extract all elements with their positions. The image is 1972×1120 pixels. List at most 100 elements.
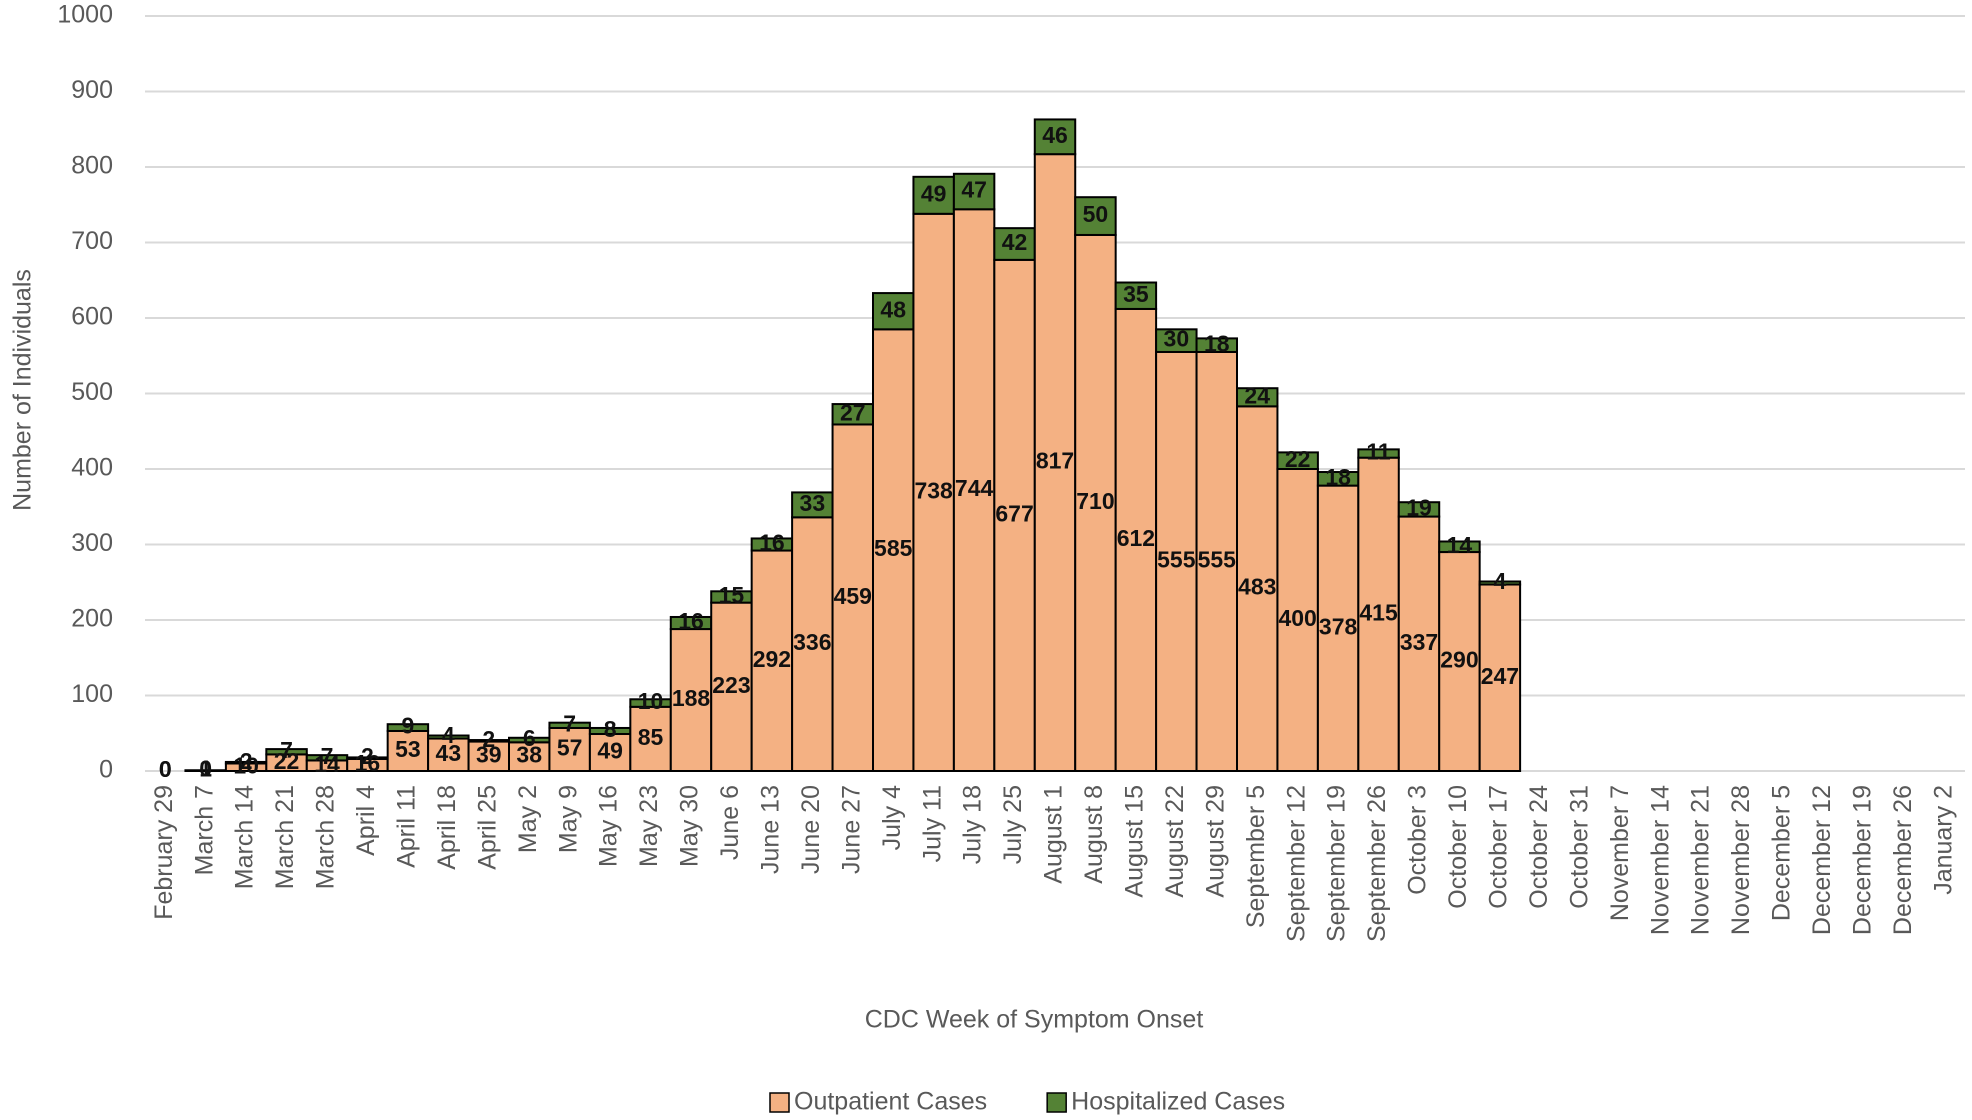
y-tick-label: 100 [71, 680, 113, 708]
data-label: 16 [759, 530, 785, 556]
bar-segment [1195, 350, 1238, 772]
x-tick-label: May 23 [635, 785, 663, 867]
y-tick-label: 800 [71, 152, 113, 180]
x-tick-label: August 29 [1201, 785, 1229, 898]
y-tick-label: 400 [71, 454, 113, 482]
data-label: 7 [563, 710, 576, 736]
data-label: 57 [557, 735, 583, 761]
data-label: 43 [436, 740, 462, 766]
x-tick-label: October 10 [1444, 785, 1472, 909]
data-label: 0 [159, 756, 172, 782]
data-label: 555 [1157, 547, 1196, 573]
x-tick-label: September 5 [1242, 785, 1270, 928]
data-label: 38 [516, 742, 542, 768]
x-tick-label: August 22 [1161, 785, 1189, 898]
bar-segment [952, 208, 996, 772]
x-tick-label: November 21 [1687, 785, 1715, 935]
x-tick-label: December 26 [1889, 785, 1917, 935]
x-tick-label: February 29 [150, 785, 178, 920]
data-label: 18 [1204, 330, 1230, 356]
data-label: 22 [1285, 446, 1311, 472]
data-label: 0 [159, 756, 172, 782]
y-tick-label: 600 [71, 303, 113, 331]
data-label: 27 [840, 399, 866, 425]
data-label: 223 [712, 672, 750, 698]
x-tick-label: January 2 [1929, 785, 1957, 895]
x-tick-label: June 6 [716, 785, 744, 860]
x-tick-label: December 19 [1848, 785, 1876, 935]
bar-segment [1438, 551, 1481, 772]
x-tick-label: May 2 [514, 785, 542, 853]
y-tick-label: 200 [71, 605, 113, 633]
bar-segment [912, 175, 955, 215]
data-label: 247 [1481, 663, 1519, 689]
data-label: 744 [955, 475, 994, 501]
data-label: 18 [1325, 464, 1351, 490]
data-label: 612 [1117, 525, 1155, 551]
bar-segment [952, 172, 996, 211]
x-tick-label: April 4 [352, 785, 380, 856]
data-label: 459 [834, 583, 872, 609]
x-tick-label: June 27 [837, 785, 865, 874]
y-tick-label: 500 [71, 378, 113, 406]
x-tick-label: April 11 [392, 785, 420, 868]
data-label: 2 [361, 743, 374, 769]
data-label: 710 [1076, 488, 1114, 514]
bar-segment [386, 723, 430, 732]
bar-segment [1316, 484, 1360, 772]
y-tick-label: 300 [71, 529, 113, 557]
data-label: 10 [233, 752, 259, 778]
data-label: 738 [914, 477, 953, 503]
bar-segment [588, 733, 632, 773]
data-label: 1 [199, 756, 212, 782]
bar-segment [1074, 196, 1117, 236]
x-tick-label: October 31 [1565, 785, 1593, 909]
bar-segment [1114, 281, 1158, 310]
x-tick-label: June 20 [797, 785, 825, 874]
bar-segment [1276, 451, 1319, 471]
x-tick-label: November 28 [1727, 785, 1755, 935]
x-tick-label: July 11 [918, 785, 946, 862]
bar-segment [1357, 448, 1400, 459]
bar-segment [1276, 468, 1319, 772]
bar-segment [831, 423, 874, 772]
data-label: 24 [1244, 382, 1270, 408]
legend-swatch [1046, 1092, 1067, 1113]
bar-segment [1397, 501, 1441, 518]
data-label: 555 [1198, 547, 1237, 573]
bar-segment [1033, 153, 1077, 773]
x-tick-label: May 9 [554, 785, 582, 853]
x-tick-label: March 14 [231, 785, 259, 889]
data-label: 188 [672, 685, 711, 711]
x-tick-label: October 24 [1525, 785, 1553, 909]
x-tick-label: March 21 [271, 785, 299, 889]
data-label: 47 [961, 177, 987, 203]
y-tick-label: 700 [71, 227, 113, 255]
data-label: 6 [523, 725, 536, 751]
x-tick-label: May 30 [676, 785, 704, 867]
data-label: 2 [482, 726, 495, 752]
x-tick-label: July 4 [878, 785, 906, 850]
data-label: 400 [1278, 605, 1316, 631]
data-label: 48 [880, 296, 906, 322]
bar-segment [1438, 540, 1481, 554]
data-label: 7 [321, 743, 334, 769]
x-tick-label: September 19 [1323, 785, 1351, 942]
x-tick-label: March 7 [190, 785, 218, 875]
data-label: 817 [1036, 448, 1074, 474]
data-label: 378 [1319, 613, 1358, 639]
x-tick-label: August 15 [1120, 785, 1148, 898]
data-label: 4 [442, 722, 455, 748]
bar-segment [1236, 387, 1279, 408]
x-tick-label: July 18 [959, 785, 987, 864]
data-label: 585 [874, 535, 913, 561]
bar-segment [710, 601, 753, 773]
data-label: 7 [280, 737, 293, 763]
data-label: 35 [1123, 281, 1149, 307]
bar-segment [265, 748, 308, 756]
x-axis-title: CDC Week of Symptom Onset [865, 1006, 1204, 1034]
data-label: 49 [921, 180, 947, 206]
x-tick-label: May 16 [595, 785, 623, 867]
x-tick-label: July 25 [999, 785, 1027, 864]
